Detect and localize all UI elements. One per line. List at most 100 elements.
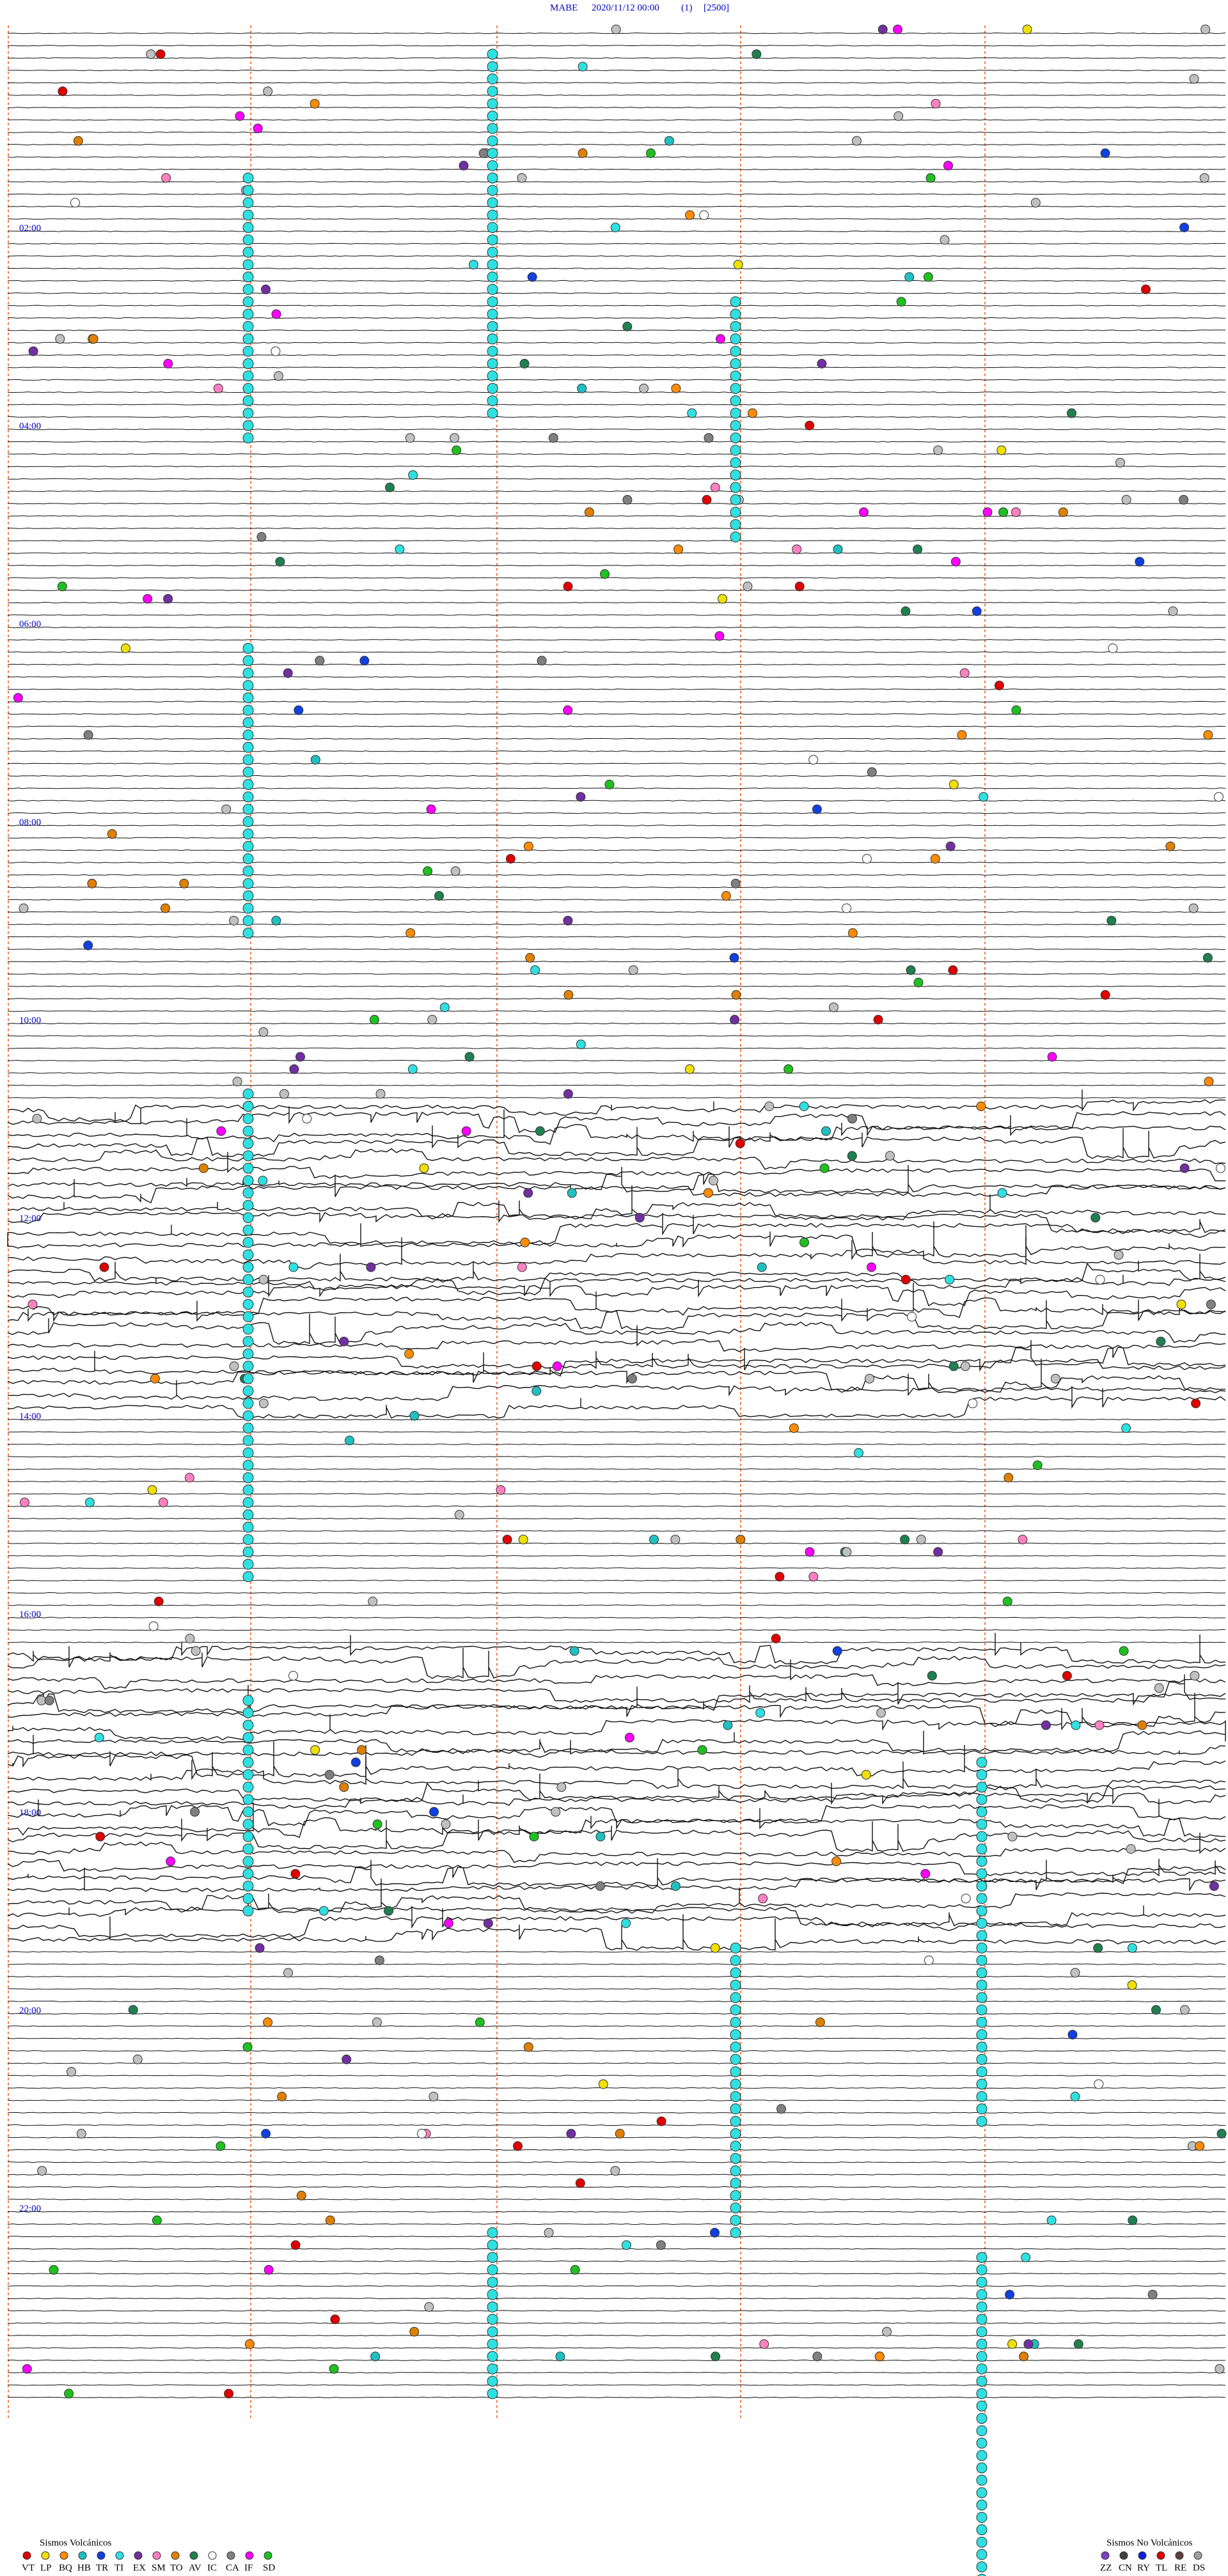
event-marker: [730, 2153, 741, 2164]
legend-code: LP: [40, 2563, 52, 2573]
trace: [7, 1741, 1226, 1778]
event-marker: [454, 1510, 464, 1520]
event-marker: [161, 903, 170, 913]
event-marker: [1073, 2339, 1083, 2349]
event-marker: [161, 173, 171, 183]
event-marker: [49, 2264, 59, 2275]
event-marker: [487, 370, 498, 382]
event-marker: [628, 965, 638, 976]
trace: [7, 255, 1226, 257]
event-marker: [730, 507, 741, 518]
event-marker: [404, 1349, 414, 1359]
event-marker: [242, 259, 254, 271]
event-marker: [730, 531, 741, 542]
trace: [7, 1867, 1226, 1893]
event-marker: [976, 2450, 988, 2461]
event-marker: [730, 1942, 741, 1954]
event-marker: [893, 111, 904, 121]
trace: [7, 1373, 1226, 1402]
event-marker: [1213, 792, 1224, 802]
event-marker: [976, 1844, 988, 1854]
legend-title: Sismos Volcánicos: [40, 2538, 112, 2548]
trace: [7, 899, 1226, 901]
event-marker: [1215, 2364, 1225, 2374]
event-marker: [242, 1398, 254, 1409]
event-marker: [242, 333, 254, 345]
event-marker: [730, 2215, 741, 2226]
event-marker: [288, 1262, 299, 1272]
hour-label: 10:00: [19, 1015, 41, 1025]
event-marker: [794, 581, 805, 592]
trace: [7, 2124, 1225, 2126]
event-marker: [867, 767, 877, 777]
event-marker: [730, 2029, 741, 2041]
legend-swatch: [115, 2551, 124, 2560]
trace: [7, 1629, 1225, 1631]
event-marker: [530, 965, 540, 976]
event-marker: [359, 656, 370, 666]
event-marker: [487, 2289, 498, 2300]
event-marker: [242, 1348, 254, 1359]
event-marker: [242, 2042, 253, 2052]
event-marker: [1195, 2141, 1205, 2151]
event-marker: [968, 1398, 978, 1409]
event-marker: [242, 1386, 254, 1396]
event-marker: [821, 1126, 831, 1136]
event-marker: [948, 965, 958, 976]
event-marker: [213, 383, 223, 393]
event-marker: [976, 2029, 988, 2041]
event-marker: [976, 2314, 988, 2325]
event-marker: [901, 1274, 911, 1284]
event-marker: [940, 235, 950, 245]
event-marker: [242, 1324, 254, 1335]
event-marker: [154, 1597, 164, 1606]
event-marker: [1156, 1336, 1166, 1347]
event-marker: [563, 990, 574, 1000]
event-marker: [805, 420, 815, 431]
event-marker: [730, 1979, 741, 1991]
event-marker: [976, 2115, 988, 2127]
trace: [7, 1109, 1226, 1145]
event-marker: [1058, 507, 1068, 518]
event-marker: [976, 2053, 988, 2065]
trace: [7, 2099, 1226, 2101]
event-marker: [1165, 841, 1176, 851]
event-marker: [730, 2128, 741, 2139]
legend-swatch: [1156, 2551, 1165, 2560]
event-marker: [242, 1162, 254, 1174]
trace: [7, 1480, 1226, 1483]
trace: [7, 775, 1226, 777]
event-marker: [684, 1064, 695, 1074]
trace: [7, 1185, 1226, 1221]
event-marker: [242, 1856, 254, 1867]
event-marker: [1095, 1274, 1105, 1284]
trace: [7, 1708, 1226, 1741]
event-marker: [555, 2351, 565, 2362]
event-marker: [242, 1695, 254, 1706]
event-marker: [815, 2017, 825, 2027]
event-marker: [567, 1188, 577, 1198]
event-marker: [464, 1052, 475, 1062]
legend-code: IF: [244, 2563, 253, 2573]
event-marker: [143, 594, 153, 604]
event-marker: [461, 1126, 471, 1136]
event-marker: [487, 49, 498, 60]
event-marker: [710, 1943, 720, 1953]
trace: [7, 317, 1226, 319]
event-marker: [216, 1126, 226, 1136]
event-marker: [439, 1002, 450, 1013]
legend-swatch: [22, 2551, 31, 2560]
event-marker: [535, 1126, 545, 1136]
event-marker: [976, 2326, 988, 2337]
event-marker: [58, 86, 68, 97]
trace: [7, 69, 1226, 72]
event-marker: [242, 1769, 254, 1780]
event-marker: [924, 1956, 934, 1966]
event-marker: [256, 532, 267, 542]
event-marker: [959, 668, 970, 678]
event-marker: [828, 1002, 838, 1013]
event-marker: [1179, 1163, 1190, 1173]
event-marker: [901, 606, 911, 616]
event-marker: [523, 1188, 533, 1198]
event-marker: [163, 359, 173, 368]
